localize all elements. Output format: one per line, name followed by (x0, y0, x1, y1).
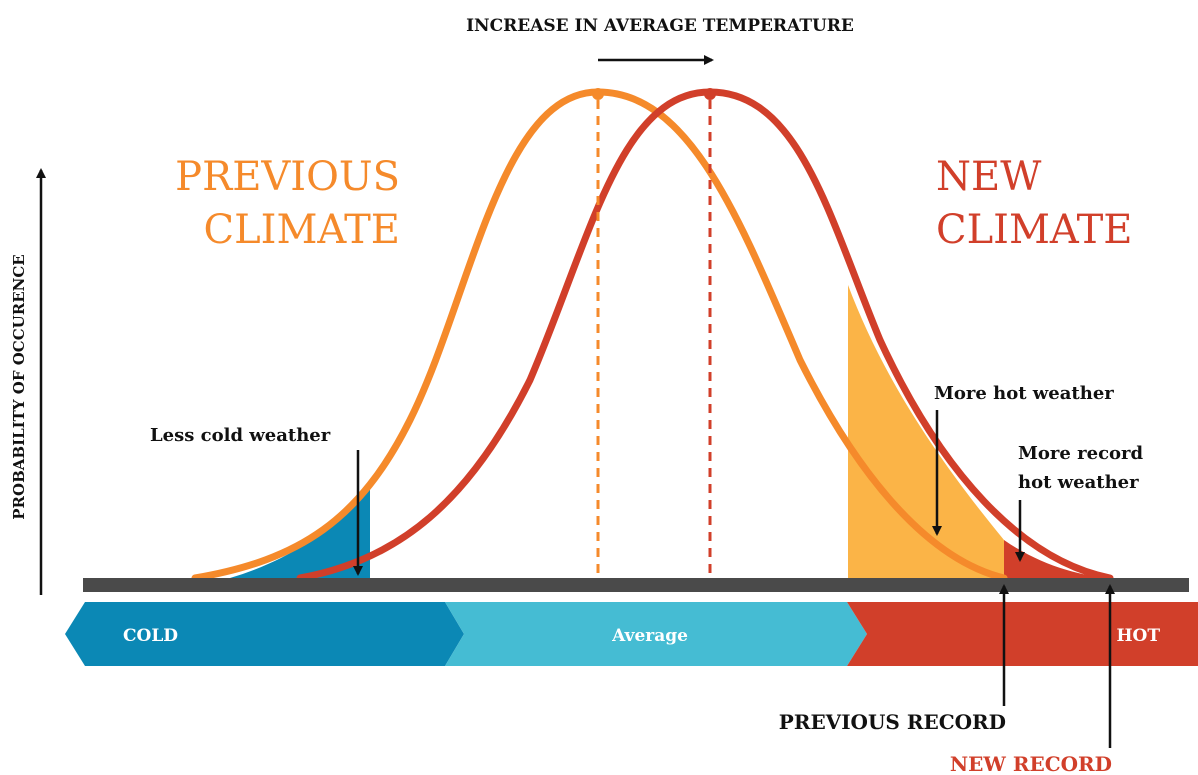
less-cold-fill (230, 483, 370, 578)
cold-band-label: COLD (123, 626, 178, 646)
more-record-label-line1: More record (1018, 443, 1144, 464)
cold-band (65, 602, 464, 666)
average-band-label: Average (611, 626, 688, 646)
more-hot-label: More hot weather (934, 383, 1114, 404)
previous-climate-line1: PREVIOUS (175, 154, 400, 200)
previous-climate-line2: CLIMATE (203, 207, 400, 253)
previous-peak-dot (592, 88, 604, 100)
hot-band-label: HOT (1116, 626, 1160, 646)
new-climate-line1: NEW (936, 154, 1041, 200)
more-hot-fill (848, 285, 1004, 578)
previous-record-label: PREVIOUS RECORD (779, 710, 1006, 734)
y-axis-label: PROBABILITY OF OCCURENCE (10, 254, 28, 519)
new-record-label: NEW RECORD (950, 752, 1112, 775)
new-climate-line2: CLIMATE (936, 207, 1133, 253)
baseline-bar (83, 578, 1189, 592)
diagram-title: INCREASE IN AVERAGE TEMPERATURE (466, 16, 854, 36)
more-record-label-line2: hot weather (1018, 472, 1139, 493)
average-band (445, 602, 867, 666)
new-peak-dot (704, 88, 716, 100)
less-cold-label: Less cold weather (150, 425, 331, 446)
record-hot-fill (1004, 540, 1110, 578)
